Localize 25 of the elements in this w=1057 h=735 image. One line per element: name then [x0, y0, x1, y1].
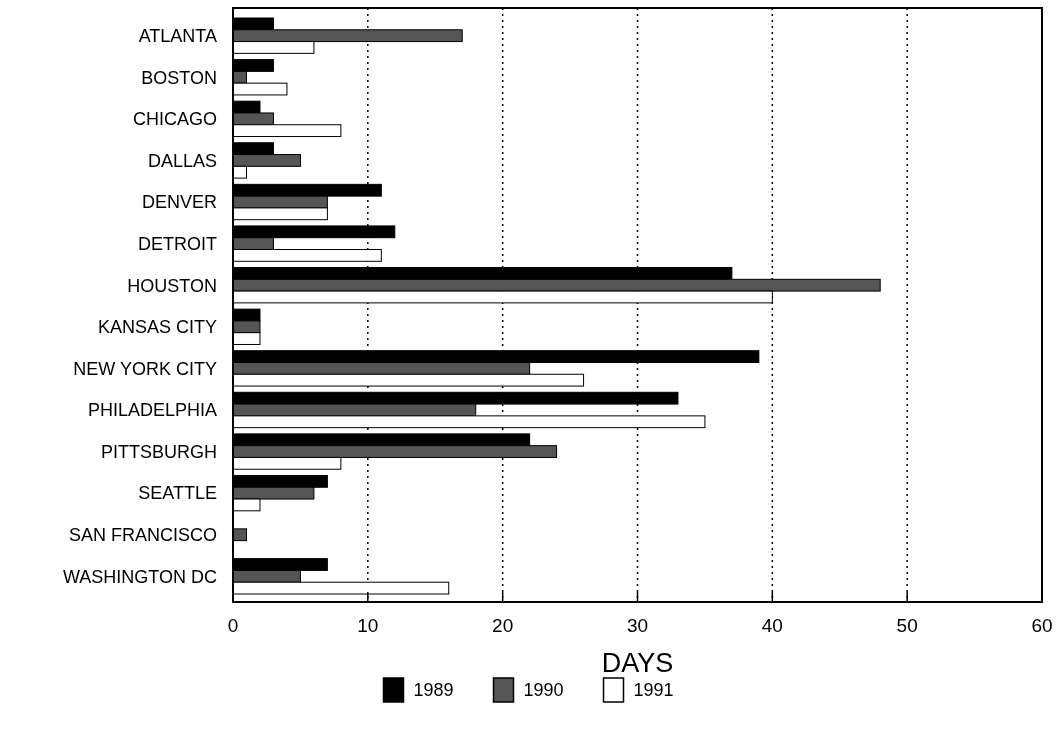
- x-tick-label: 50: [896, 615, 918, 636]
- legend-label: 1989: [413, 680, 454, 701]
- y-tick-label: SAN FRANCISCO: [68, 525, 217, 546]
- y-tick-label: HOUSTON: [127, 275, 217, 296]
- x-axis-title: DAYS: [601, 648, 674, 678]
- y-tick-label: CHICAGO: [132, 109, 217, 130]
- y-tick-label: DETROIT: [138, 233, 217, 254]
- y-tick-label: NEW YORK CITY: [73, 358, 217, 379]
- y-tick-label: DALLAS: [147, 150, 217, 171]
- x-tick-label: 10: [357, 615, 379, 636]
- y-tick-label: PITTSBURGH: [100, 441, 217, 462]
- legend-label: 1991: [633, 680, 674, 701]
- y-tick-label: PHILADELPHIA: [87, 400, 217, 421]
- y-tick-label: SEATTLE: [138, 483, 217, 504]
- y-tick-label: ATLANTA: [138, 25, 217, 46]
- y-tick-label: KANSAS CITY: [97, 317, 217, 338]
- y-tick-label: BOSTON: [141, 67, 217, 88]
- x-tick-label: 60: [1031, 615, 1053, 636]
- x-tick-label: 20: [492, 615, 514, 636]
- x-tick-label: 0: [227, 615, 239, 636]
- legend-label: 1990: [523, 680, 564, 701]
- y-tick-label: WASHINGTON DC: [62, 566, 217, 587]
- x-tick-label: 30: [626, 615, 649, 636]
- x-tick-label: 40: [761, 615, 783, 636]
- y-tick-label: DENVER: [141, 192, 217, 213]
